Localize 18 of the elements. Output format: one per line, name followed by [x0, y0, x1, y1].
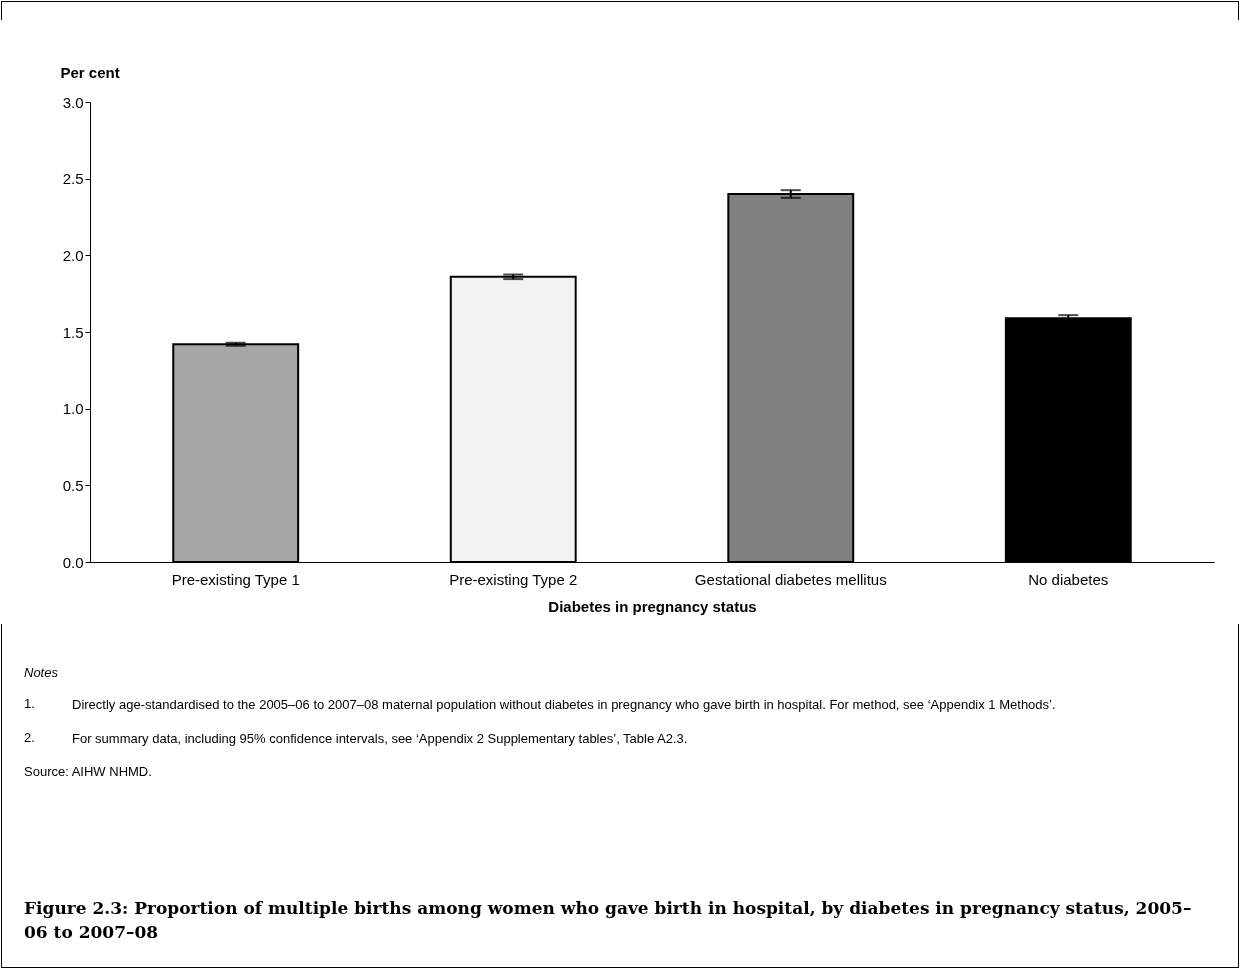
x-tick-label: Pre-existing Type 1 — [171, 570, 300, 588]
y-tick-label: 2.5 — [62, 170, 84, 188]
text: 1. Directly age-standardised to the 2005–06 to 2007–08 maternal population without diabetes in pregnancy who gave birth in hospital. For method, see ‘Appendix 1 Methods’. — [24, 696, 1056, 712]
y-tick-label: 1.0 — [62, 400, 84, 418]
y-tick-label: 3.0 — [62, 93, 84, 111]
x-tick-label: No diabetes — [1028, 570, 1109, 588]
y-tick-label: 1.5 — [62, 323, 84, 341]
text: Figure 2.3: Proportion of multiple births among women who gave birth in hospital, by diabetes in pregnancy status, 2005–06 to 2007–08 — [24, 897, 1193, 944]
y-tick-label: 2.0 — [62, 246, 84, 264]
y-tick-label: 0.0 — [62, 553, 84, 571]
y-axis-title: Per cent — [60, 63, 120, 81]
y-tick-label: 0.5 — [62, 476, 84, 494]
x-tick-label: Gestational diabetes mellitus — [694, 570, 887, 588]
x-tick-label: Pre-existing Type 2 — [449, 570, 578, 588]
text: Notes — [24, 665, 59, 680]
x-axis-title: Diabetes in pregnancy status — [548, 597, 757, 615]
source-note: Source: AIHW NHMD. — [24, 764, 153, 779]
text: 2. For summary data, including 95% confidence intervals, see ‘Appendix 2 Supplementary tables’, Table A2.3. — [24, 730, 688, 746]
